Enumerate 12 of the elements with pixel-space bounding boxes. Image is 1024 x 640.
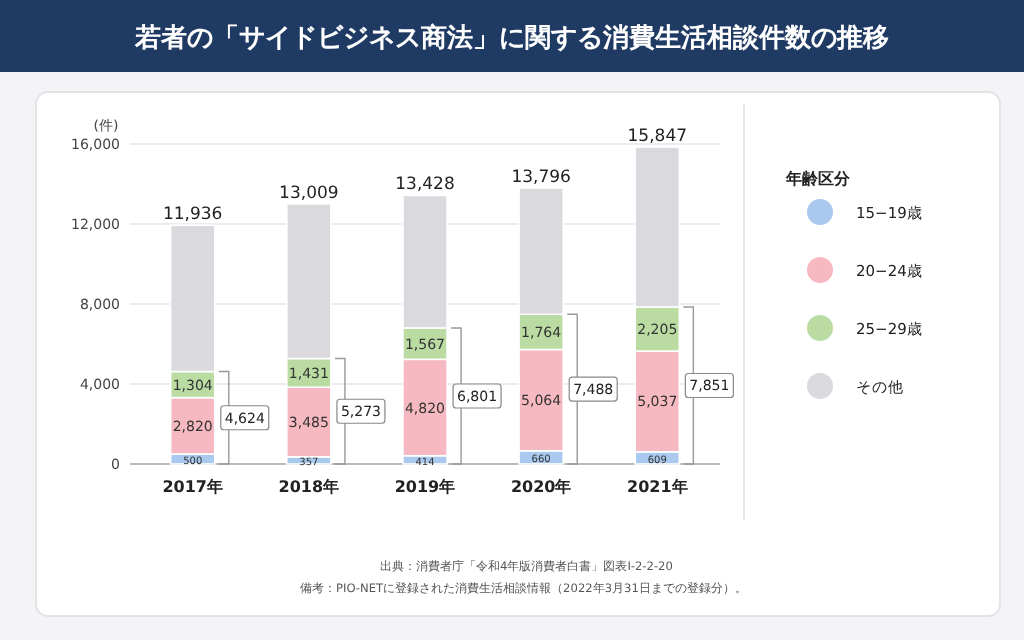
legend-title: 年齢区分 bbox=[784, 170, 852, 188]
total-label: 15,847 bbox=[627, 127, 688, 148]
total-label: 13,009 bbox=[279, 183, 339, 204]
total-label: 13,796 bbox=[511, 168, 571, 189]
chart-title: 若者の「サイドビジネス商法」に関する消費生活相談件数の推移 bbox=[133, 22, 889, 54]
x-tick-label: 2020年 bbox=[510, 478, 572, 496]
x-tick-label: 2018年 bbox=[278, 478, 340, 496]
total-label: 11,936 bbox=[162, 205, 223, 226]
x-tick-label: 2017年 bbox=[162, 478, 223, 496]
total-label: 13,428 bbox=[395, 175, 455, 196]
x-tick-label: 2021年 bbox=[627, 478, 688, 496]
x-tick-label: 2019年 bbox=[394, 478, 456, 496]
